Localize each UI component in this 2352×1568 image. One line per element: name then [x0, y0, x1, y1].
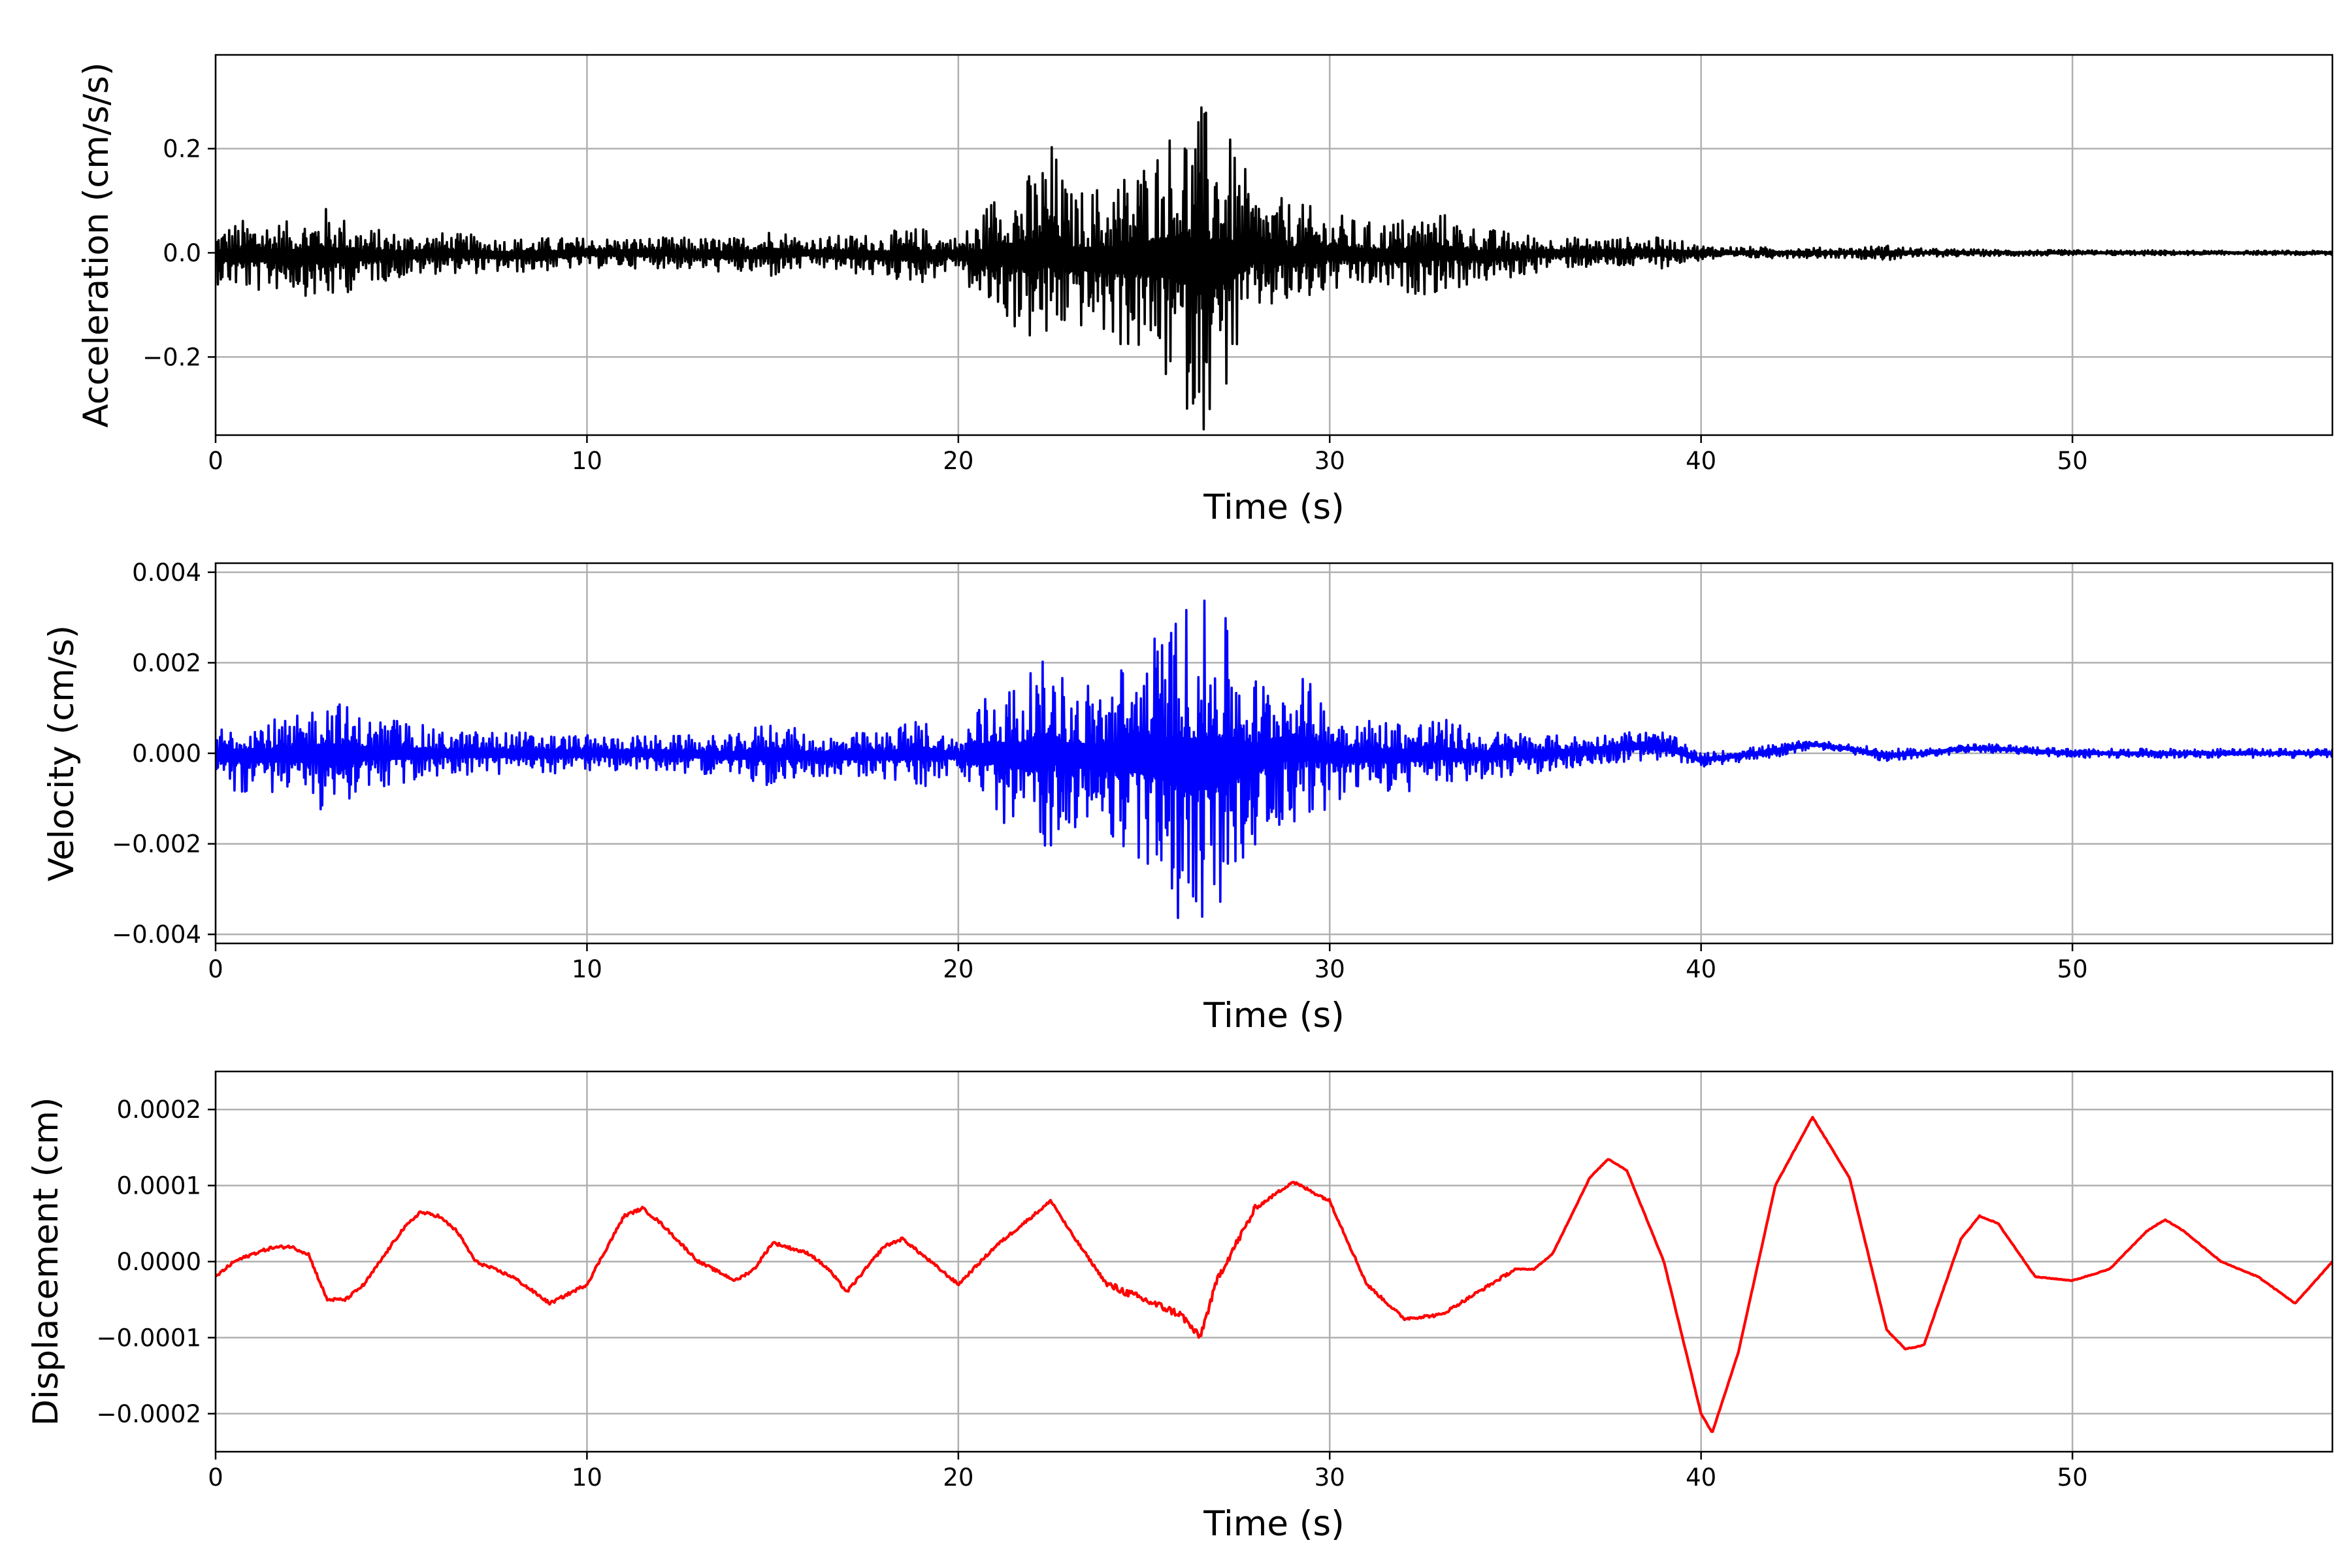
displacement-ytick-label-4: 0.0002 — [117, 1096, 201, 1124]
acceleration-xtick-label-3: 30 — [1315, 447, 1345, 475]
acceleration-ytick-label-1: 0.0 — [163, 239, 201, 267]
acceleration-ytick-label-2: 0.2 — [163, 135, 201, 163]
displacement-ytick-label-2: 0.0000 — [117, 1248, 201, 1276]
acceleration-xtick-label-1: 10 — [572, 447, 602, 475]
displacement-xtick-label-4: 40 — [1686, 1463, 1716, 1492]
acceleration-x-axis-label: Time (s) — [1203, 487, 1345, 527]
acceleration-panel: 0 10 20 30 40 50 −0.2 0.0 0.2 Time (s) Acceleratio… — [76, 54, 2334, 527]
displacement-ytick-label-1: −0.0001 — [97, 1324, 201, 1352]
velocity-xtick-label-3: 30 — [1315, 955, 1345, 983]
displacement-xtick-label-1: 10 — [572, 1463, 602, 1492]
acceleration-y-axis-label: Acceleration (cm/s/s) — [76, 62, 116, 427]
velocity-series-line — [216, 599, 2332, 919]
velocity-xtick-label-2: 20 — [943, 955, 973, 983]
acceleration-xtick-label-0: 0 — [208, 447, 223, 475]
velocity-xtick-label-4: 40 — [1686, 955, 1716, 983]
displacement-y-axis-label: Displacement (cm) — [26, 1097, 66, 1426]
acceleration-ytick-label-0: −0.2 — [142, 343, 201, 371]
velocity-x-axis-label: Time (s) — [1203, 996, 1345, 1036]
velocity-ytick-label-3: 0.002 — [132, 649, 201, 677]
displacement-xtick-label-3: 30 — [1315, 1463, 1345, 1492]
acceleration-series-line — [216, 106, 2332, 431]
acceleration-xtick-label-5: 50 — [2057, 447, 2088, 475]
velocity-panel: 0 10 20 30 40 50 −0.004 −0.002 0.000 0.002 0.004 Ti… — [42, 559, 2334, 1036]
displacement-series-line — [216, 1115, 2332, 1433]
displacement-ytick-label-3: 0.0001 — [117, 1172, 201, 1200]
acceleration-xtick-label-4: 40 — [1686, 447, 1716, 475]
velocity-ytick-label-2: 0.000 — [132, 740, 201, 768]
velocity-xtick-label-1: 10 — [572, 955, 602, 983]
velocity-xtick-label-5: 50 — [2057, 955, 2088, 983]
velocity-xtick-label-0: 0 — [208, 955, 223, 983]
displacement-panel: 0 10 20 30 40 50 −0.0002 −0.0001 0.0000 0.0001 0.0… — [26, 1070, 2334, 1544]
velocity-ytick-label-4: 0.004 — [132, 559, 201, 587]
displacement-xtick-label-2: 20 — [943, 1463, 973, 1492]
displacement-xtick-label-0: 0 — [208, 1463, 223, 1492]
acceleration-axes-frame — [214, 54, 2334, 436]
displacement-xtick-label-5: 50 — [2057, 1463, 2088, 1492]
displacement-x-axis-label: Time (s) — [1203, 1504, 1345, 1544]
velocity-ytick-label-0: −0.004 — [112, 921, 201, 949]
displacement-ytick-label-0: −0.0002 — [97, 1400, 201, 1428]
acceleration-xtick-label-2: 20 — [943, 447, 973, 475]
velocity-ytick-label-1: −0.002 — [112, 830, 201, 858]
displacement-grid — [214, 1071, 2332, 1452]
velocity-y-axis-label: Velocity (cm/s) — [42, 625, 82, 881]
